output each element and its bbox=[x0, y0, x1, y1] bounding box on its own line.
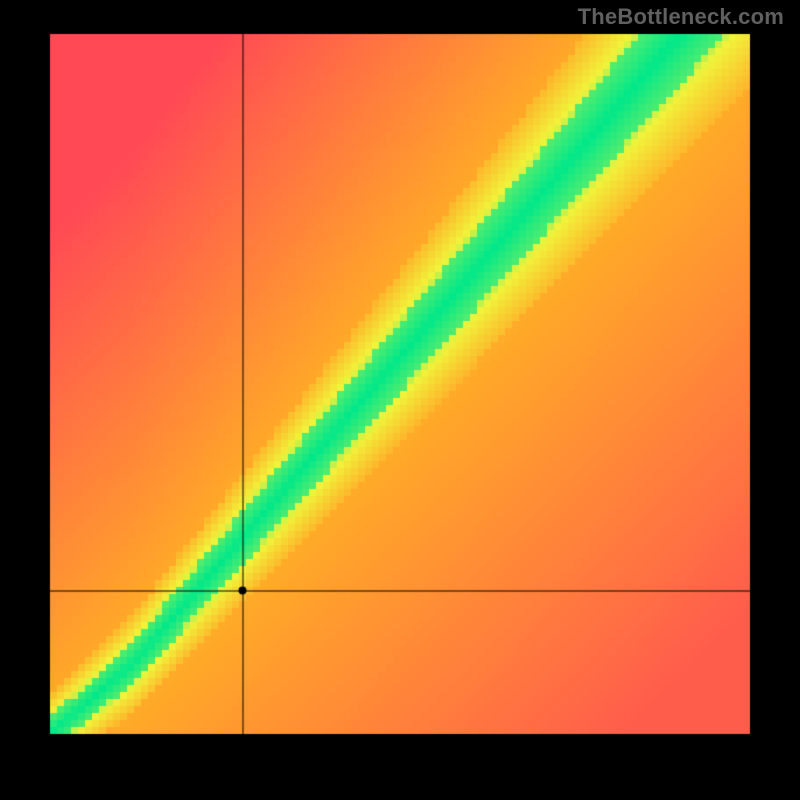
bottleneck-heatmap bbox=[0, 0, 800, 800]
watermark-text: TheBottleneck.com bbox=[578, 4, 784, 30]
